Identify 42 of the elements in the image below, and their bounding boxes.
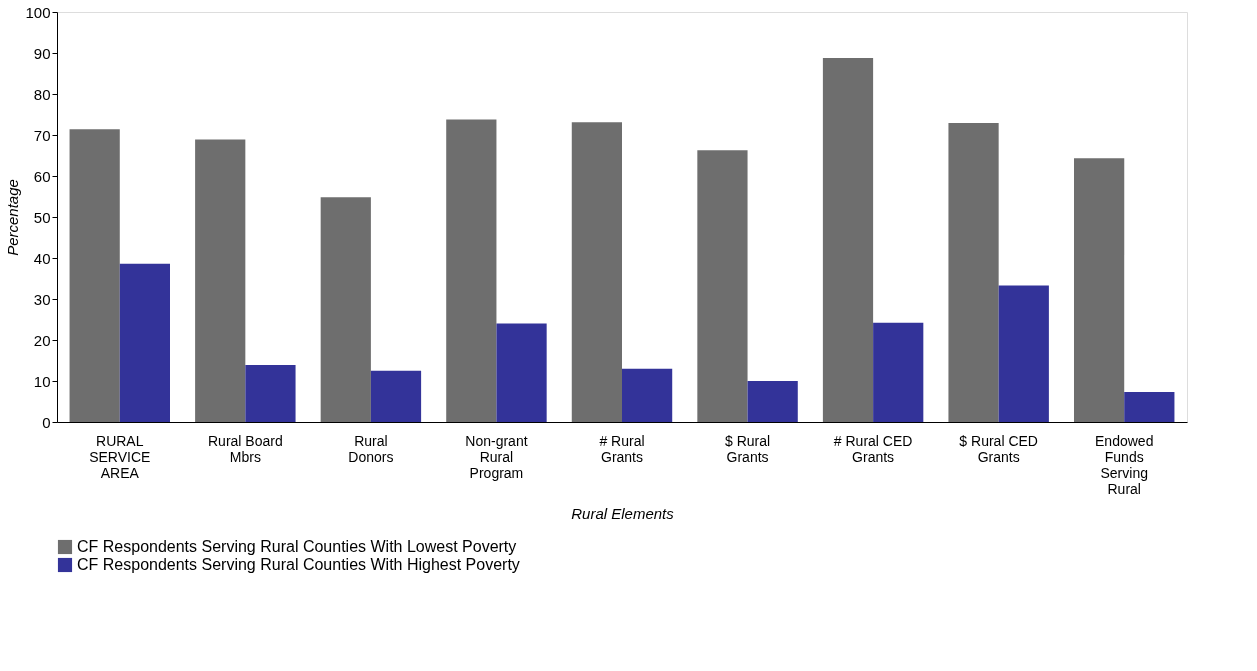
legend-label: CF Respondents Serving Rural Counties With Highest Poverty: [77, 556, 520, 573]
x-tick-label: Non-grant Rural Program: [465, 432, 528, 481]
x-axis-title: Rural Elements: [571, 504, 675, 522]
x-tick-label: Endowed Funds Serving Rural: [1095, 432, 1154, 497]
y-tick-label: 30: [33, 290, 51, 308]
bar: [245, 365, 296, 422]
bar: [697, 150, 748, 422]
y-axis-title: Percentage: [4, 179, 22, 256]
bar: [446, 119, 497, 422]
y-tick-label: 0: [42, 413, 51, 431]
bar: [195, 139, 246, 422]
y-tick-label: 80: [33, 85, 51, 103]
x-tick-label: $ Rural Grants: [724, 432, 771, 465]
y-tick-label: 40: [33, 249, 51, 267]
x-tick-label: $ Rural CED Grants: [959, 432, 1038, 465]
bar: [998, 285, 1049, 422]
bar: [622, 368, 673, 422]
x-tick-label: Rural Donors: [348, 432, 394, 465]
x-tick-label: # Rural CED Grants: [833, 432, 913, 465]
legend-label: CF Respondents Serving Rural Counties With Lowest Poverty: [77, 538, 517, 555]
x-tick-label: # Rural Grants: [599, 432, 645, 465]
bar: [747, 381, 798, 422]
bar: [320, 197, 371, 422]
bar: [1124, 392, 1175, 422]
bar: [873, 322, 924, 422]
x-tick-label: Rural Board Mbrs: [207, 432, 283, 465]
y-tick-label: 10: [33, 372, 51, 390]
y-tick-label: 100: [25, 3, 51, 21]
bar: [370, 370, 422, 422]
y-tick-label: 60: [33, 167, 51, 185]
x-tick-label: RURAL SERVICE AREA: [89, 432, 151, 481]
bar: [119, 263, 170, 422]
bar: [496, 323, 547, 422]
y-tick-label: 70: [33, 126, 51, 144]
y-tick-label: 90: [33, 44, 51, 62]
bar: [571, 122, 622, 422]
y-tick-label: 20: [33, 331, 51, 349]
y-tick-label: 50: [33, 208, 51, 226]
bar: [69, 129, 120, 422]
bar: [948, 123, 999, 422]
bar: [1074, 158, 1125, 422]
bar: [822, 57, 874, 422]
